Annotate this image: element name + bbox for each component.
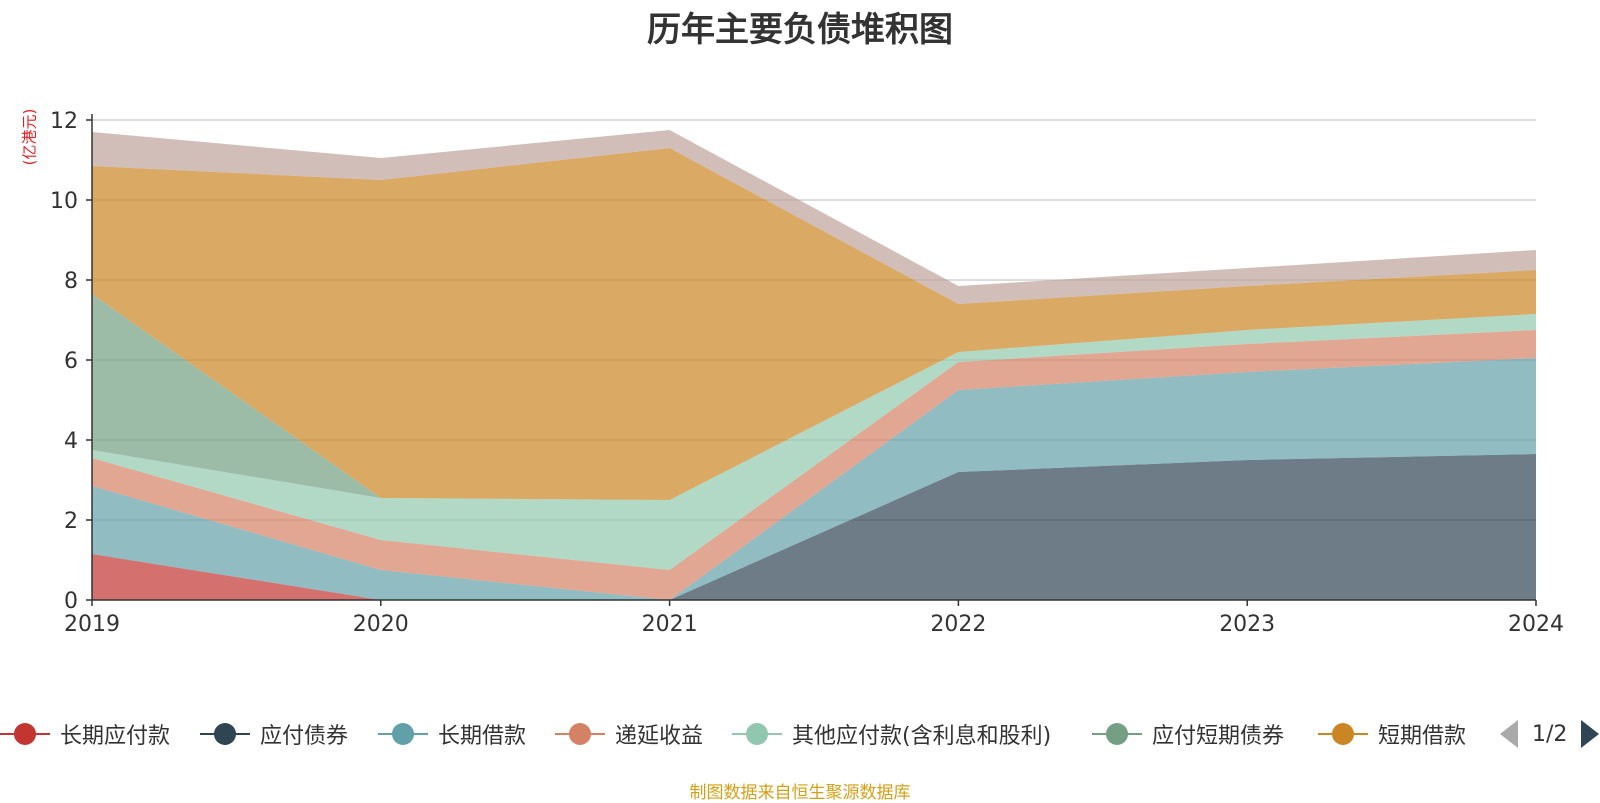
area-series-3	[92, 358, 1536, 600]
legend-label: 长期借款	[438, 724, 527, 749]
area-series-7	[92, 148, 1536, 500]
legend-item[interactable]: 递延收益	[555, 716, 703, 752]
legend-swatch-icon	[1092, 720, 1142, 748]
data-source-note: 制图数据来自恒生聚源数据库	[689, 783, 911, 803]
legend-next-page-icon[interactable]	[1581, 720, 1600, 748]
legend-page-indicator: 1/2	[1532, 721, 1568, 747]
legend-item[interactable]: 长期应付款	[0, 716, 170, 752]
chart-legend: 长期应付款 应付债券 长期借款 递延收益 其他应付款(含利息和股利) 应付短期债券 短期借款	[0, 716, 1600, 752]
legend-item[interactable]: 应付债券	[200, 716, 348, 752]
legend-item[interactable]: 其他应付款(含利息和股利)	[732, 716, 1051, 752]
y-tick-label: 12	[50, 109, 78, 134]
y-tick-label: 6	[64, 349, 78, 374]
x-tick-label: 2023	[1219, 612, 1275, 637]
legend-item[interactable]: 应付短期债券	[1092, 716, 1284, 752]
legend-item[interactable]: 短期借款	[1318, 716, 1466, 752]
legend-swatch-icon	[0, 720, 50, 748]
legend-label: 应付债券	[260, 724, 349, 749]
y-tick-label: 10	[50, 189, 78, 214]
area-series-4	[92, 330, 1536, 600]
y-tick-label: 2	[64, 509, 78, 534]
legend-label: 其他应付款(含利息和股利)	[792, 724, 1052, 749]
area-series-8	[92, 130, 1536, 304]
y-tick-label: 8	[64, 269, 78, 294]
x-tick-label: 2022	[930, 612, 986, 637]
legend-label: 递延收益	[615, 724, 704, 749]
x-tick-label: 2024	[1508, 612, 1564, 637]
legend-swatch-icon	[200, 720, 250, 748]
legend-label: 短期借款	[1378, 724, 1467, 749]
legend-pager: 1/2	[1500, 716, 1600, 752]
y-tick-label: 0	[64, 589, 78, 614]
area-series-5	[92, 314, 1536, 570]
x-tick-label: 2020	[353, 612, 409, 637]
legend-swatch-icon	[732, 720, 782, 748]
legend-label: 应付短期债券	[1152, 724, 1285, 749]
chart-title: 历年主要负债堆积图	[647, 10, 953, 50]
area-series-2	[92, 454, 1536, 600]
legend-label: 长期应付款	[60, 724, 171, 749]
legend-swatch-icon	[378, 720, 428, 748]
x-tick-label: 2021	[642, 612, 698, 637]
legend-swatch-icon	[555, 720, 605, 748]
area-series-1	[92, 554, 1536, 600]
y-tick-label: 4	[64, 429, 78, 454]
legend-prev-page-icon[interactable]	[1500, 720, 1518, 748]
legend-item[interactable]: 长期借款	[378, 716, 526, 752]
legend-swatch-icon	[1318, 720, 1368, 748]
stacked-area-chart: 0 2 4 6 8 10 12 2019 2020 2021 2022 2023 2024	[50, 109, 1564, 637]
x-tick-label: 2019	[64, 612, 120, 637]
